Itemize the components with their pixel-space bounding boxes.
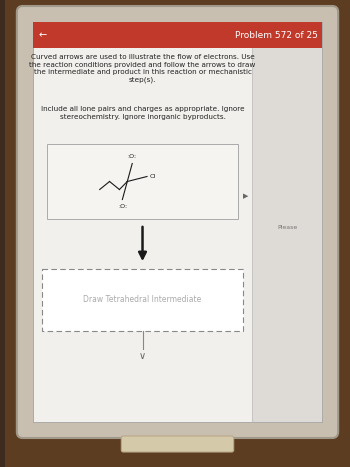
Text: Please: Please [277,225,297,230]
Bar [33,22,322,422]
Bar [42,269,243,331]
Text: ←: ← [38,30,47,40]
Bar [33,22,322,48]
Text: Cl: Cl [150,174,156,179]
Text: Draw Tetrahedral Intermediate: Draw Tetrahedral Intermediate [83,296,202,304]
Bar [47,144,238,219]
FancyBboxPatch shape [17,6,338,438]
Text: Curved arrows are used to illustrate the flow of electrons. Use
the reaction con: Curved arrows are used to illustrate the… [29,54,256,83]
Text: :O:: :O: [128,155,137,160]
Text: ∨: ∨ [139,351,146,361]
Text: :O:: :O: [118,204,127,208]
Text: Problem 572 of 25: Problem 572 of 25 [234,30,317,40]
FancyBboxPatch shape [121,436,234,452]
Bar [252,48,322,422]
Text: ▶: ▶ [243,193,248,199]
Text: Include all lone pairs and charges as appropriate. Ignore
stereochemistry. Ignor: Include all lone pairs and charges as ap… [41,106,244,120]
